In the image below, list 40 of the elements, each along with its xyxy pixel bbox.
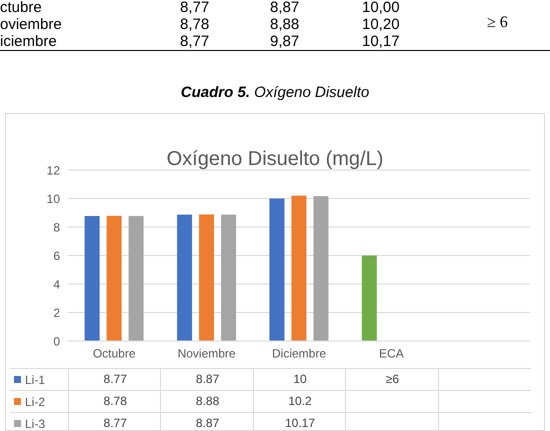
y-tick-label: 8	[53, 220, 60, 234]
y-tick-label: 4	[53, 277, 60, 292]
bar	[291, 196, 306, 341]
data-label: 8.77	[68, 412, 162, 431]
y-tick-label: 6	[53, 248, 60, 263]
bar	[106, 216, 122, 341]
text: iciembre 8,77 9,87 10,17	[0, 33, 400, 50]
x-tick-label: Octubre	[92, 346, 136, 361]
legend-label: Li-3	[10, 412, 68, 431]
bar	[84, 216, 100, 341]
data-label: 8.78	[68, 390, 162, 412]
data-label: 8.87	[160, 412, 254, 431]
text: oviembre 8,78 8,88 10,20	[0, 16, 400, 33]
data-label: 8.87	[160, 368, 254, 390]
bar	[313, 196, 328, 341]
y-tick-label: 0	[53, 334, 60, 348]
data-label: 8.88	[160, 390, 254, 412]
text: ctubre 8,77 8,87 10,00	[0, 0, 400, 16]
bar	[362, 256, 377, 341]
bar	[128, 216, 144, 341]
bar	[221, 214, 236, 341]
bar	[269, 198, 284, 341]
legend-label: Li-1	[10, 368, 68, 390]
y-tick-label: 2	[53, 306, 60, 320]
x-tick-label: Diciembre	[272, 346, 326, 361]
y-tick-label: 10	[46, 192, 60, 206]
x-tick-label: ECA	[379, 346, 404, 361]
data-label: 10	[252, 368, 346, 390]
legend-label: Li-2	[10, 390, 68, 412]
data-label: 10.17	[252, 412, 346, 431]
bar	[177, 214, 192, 341]
y-tick-label: 12	[46, 163, 60, 178]
text: Cuadro 5. Oxígeno Disuelto	[180, 84, 370, 101]
chart-title: Oxígeno Disuelto (mg/L)	[166, 148, 384, 170]
data-label: 10.2	[252, 390, 346, 412]
bar	[199, 214, 214, 341]
x-tick-label: Noviembre	[178, 346, 236, 361]
data-label: 8.77	[68, 368, 162, 390]
data-label: ≥6	[345, 368, 439, 390]
text: ≥ 6	[487, 14, 508, 32]
